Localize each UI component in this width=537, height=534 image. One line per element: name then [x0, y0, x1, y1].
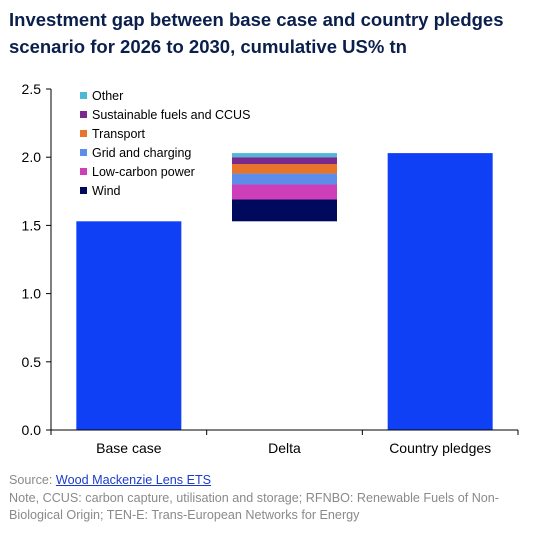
legend-label-transport: Transport — [92, 127, 146, 141]
legend-swatch-sustainable-fuels-and-ccus — [80, 111, 87, 118]
legend-swatch-low-carbon-power — [80, 168, 87, 175]
investment-gap-chart: 0.0 0.5 1.0 1.5 2.0 2.5 Base case Delta Country… — [22, 81, 519, 456]
bar-country-pledges — [387, 153, 493, 430]
delta-segment-grid-and-charging — [232, 173, 337, 185]
delta-segment-wind — [232, 199, 337, 222]
legend-label-wind: Wind — [92, 184, 121, 198]
x-category-label: Base case — [96, 440, 162, 456]
bar-base-case — [76, 221, 182, 430]
delta-segment-low-carbon-power — [232, 184, 337, 200]
x-category-label: Delta — [268, 440, 301, 456]
delta-segment-sustainable-fuels-and-ccus — [232, 157, 337, 165]
source-prefix: Source: — [9, 473, 56, 487]
bars — [76, 153, 493, 430]
legend-label-other: Other — [92, 89, 123, 103]
chart-title: Investment gap between base case and cou… — [9, 9, 504, 57]
y-tick-label: 1.5 — [22, 217, 42, 233]
legend-label-sustainable-fuels-and-ccus: Sustainable fuels and CCUS — [92, 108, 250, 122]
legend-swatch-wind — [80, 187, 87, 194]
y-tick-label: 1.0 — [22, 286, 42, 302]
legend-label-low-carbon-power: Low-carbon power — [92, 165, 195, 179]
y-tick-label: 2.5 — [22, 81, 42, 97]
delta-segment-transport — [232, 164, 337, 174]
legend-label-grid-and-charging: Grid and charging — [92, 146, 191, 160]
y-tick-label: 2.0 — [22, 149, 42, 165]
legend-swatch-other — [80, 92, 87, 99]
y-tick-label: 0.0 — [22, 422, 42, 438]
legend-swatch-transport — [80, 130, 87, 137]
source-line: Source: Wood Mackenzie Lens ETS — [9, 472, 531, 490]
source-link[interactable]: Wood Mackenzie Lens ETS — [55, 473, 212, 487]
y-axis: 0.0 0.5 1.0 1.5 2.0 2.5 — [22, 81, 52, 438]
legend-swatch-grid-and-charging — [80, 149, 87, 156]
y-tick-label: 0.5 — [22, 354, 42, 370]
chart-footer: Source: Wood Mackenzie Lens ETS Note, CC… — [9, 472, 531, 525]
x-category-label: Country pledges — [389, 440, 491, 456]
x-axis: Base case Delta Country pledges — [50, 429, 519, 456]
legend: Other Sustainable fuels and CCUS Transport… — [80, 89, 250, 198]
delta-segment-other — [232, 153, 337, 158]
note-text: Note, CCUS: carbon capture, utilisation … — [9, 490, 499, 523]
